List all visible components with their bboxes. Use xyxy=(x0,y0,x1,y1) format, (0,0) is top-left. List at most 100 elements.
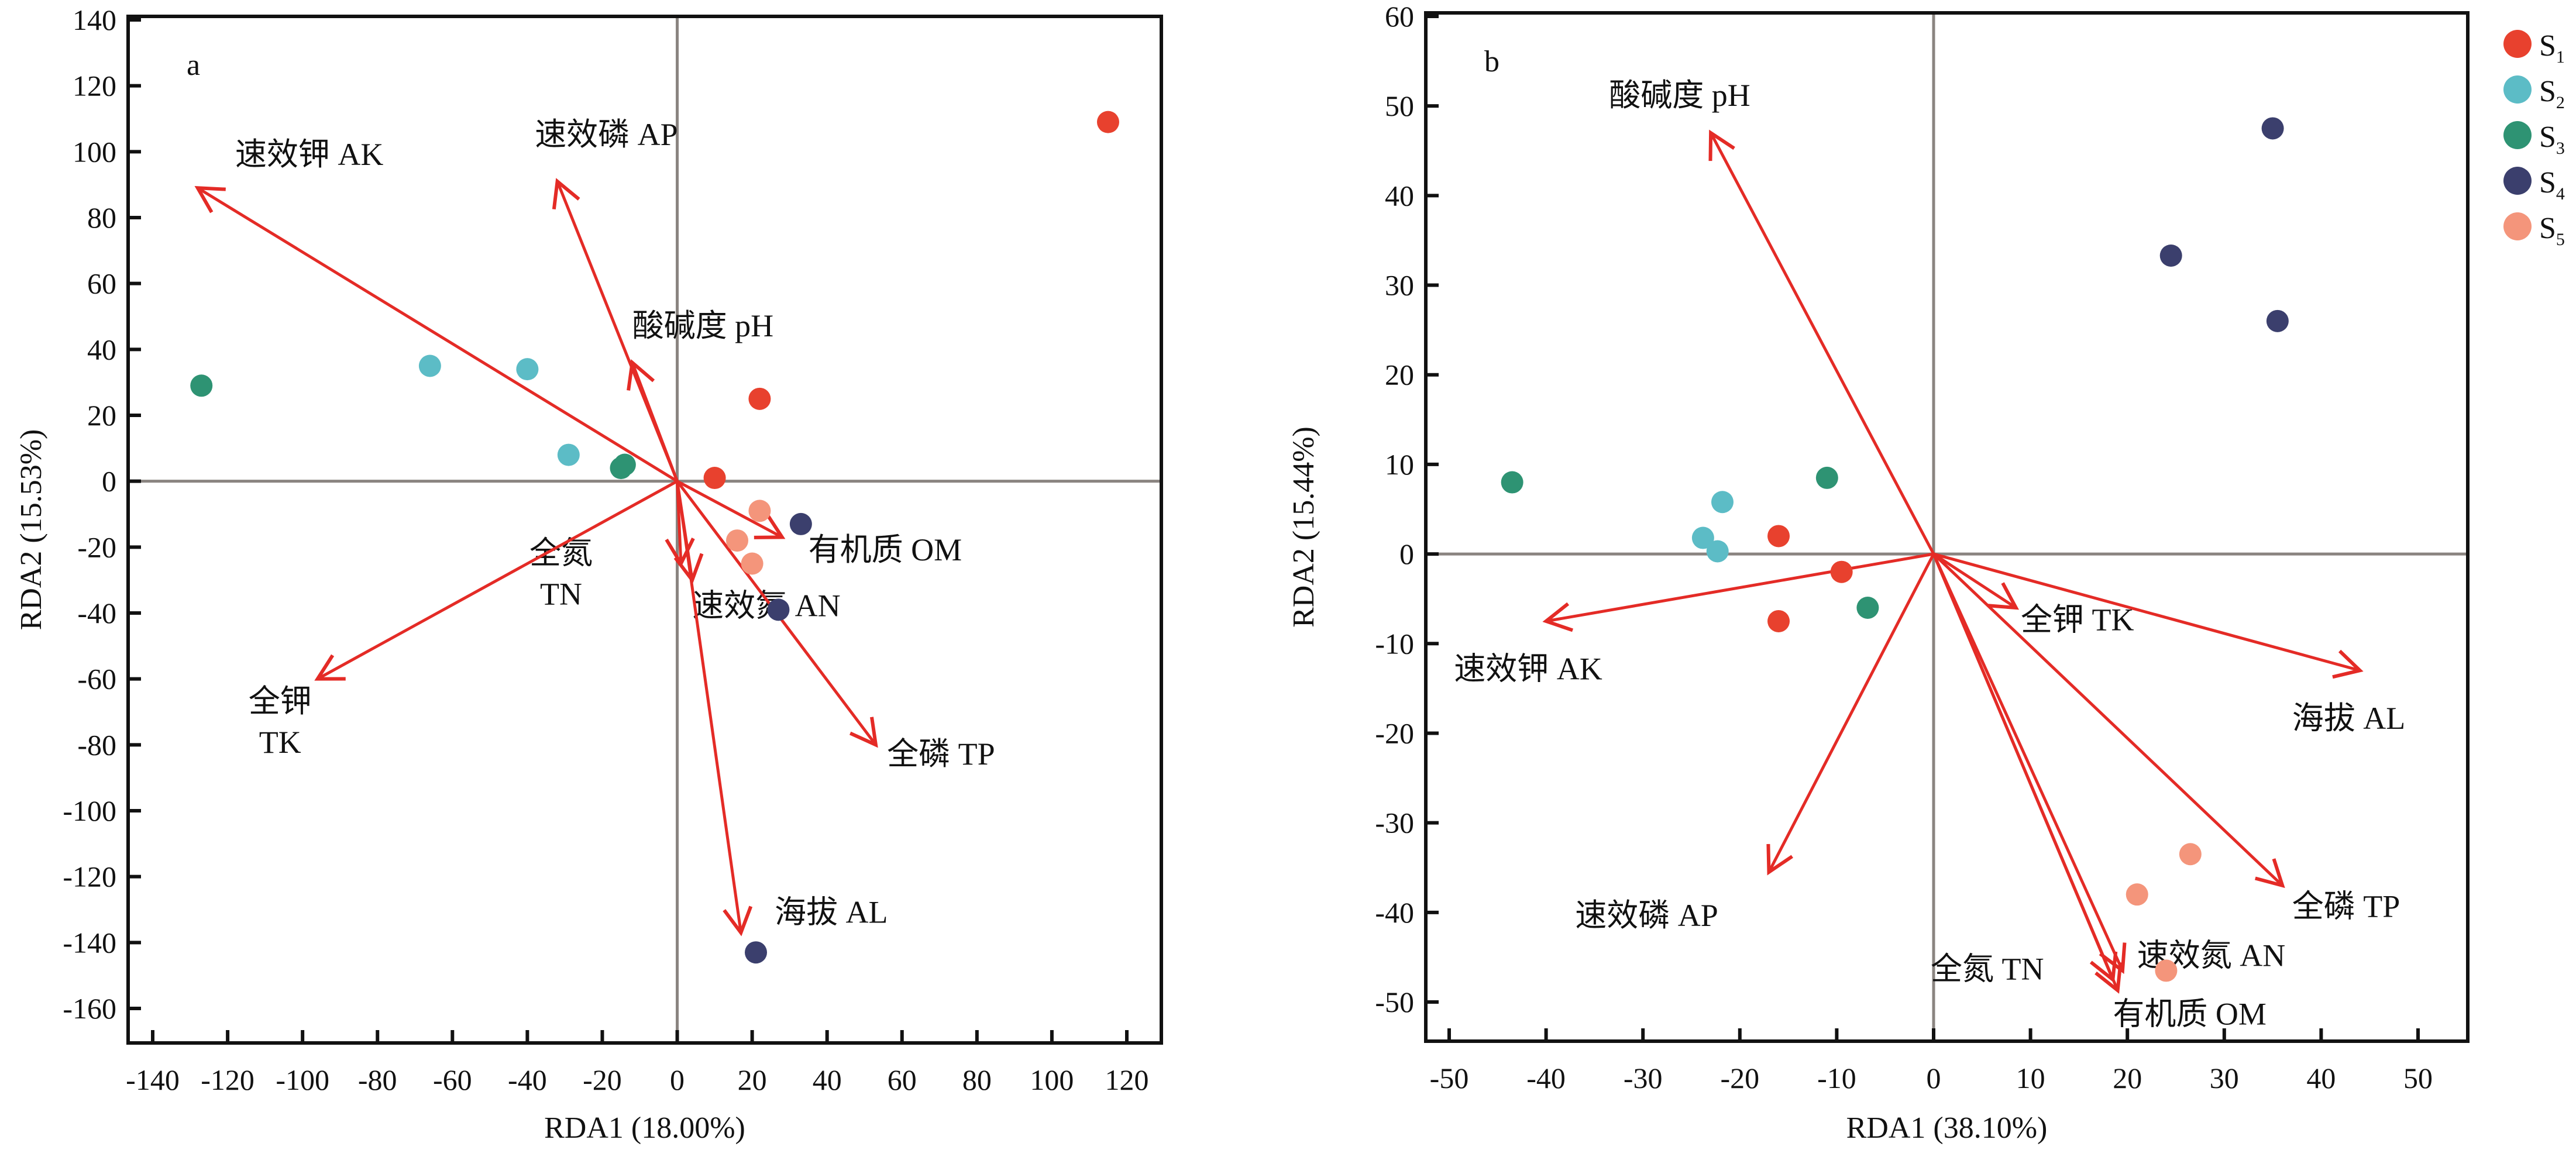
vector-arrowhead xyxy=(723,905,753,936)
sample-point-s3 xyxy=(1856,597,1879,619)
vector-arrow xyxy=(1546,552,1934,623)
y-tick-label: 40 xyxy=(87,333,116,366)
legend-label-subscript: 4 xyxy=(2556,184,2565,204)
y-tick-label: 40 xyxy=(1385,179,1414,212)
sample-point-s5 xyxy=(741,552,763,575)
vector-arrow xyxy=(1932,553,2119,991)
x-tick-label: 0 xyxy=(670,1063,685,1096)
vector-label: TK xyxy=(259,725,301,760)
vector-arrowhead xyxy=(2094,962,2123,994)
legend-label-text: S xyxy=(2539,166,2556,199)
y-tick-label: 60 xyxy=(1385,0,1414,33)
vector-label: 有机质 OM xyxy=(809,532,962,567)
x-tick-label: 40 xyxy=(2306,1062,2336,1094)
vector-arrowhead xyxy=(2332,649,2364,679)
y-tick-label: -100 xyxy=(63,794,116,827)
vector-arrowhead xyxy=(552,178,580,210)
legend-label-subscript: 5 xyxy=(2556,230,2565,249)
y-tick-label: -50 xyxy=(1375,986,1414,1018)
sample-point-s4 xyxy=(767,598,790,621)
x-tick-label: 20 xyxy=(738,1063,767,1096)
vector-arrowhead xyxy=(1766,843,1793,876)
x-tick-label: 120 xyxy=(1105,1063,1149,1096)
x-tick-label: 50 xyxy=(2403,1062,2433,1094)
legend-label: S3 xyxy=(2539,120,2565,158)
legend-marker-s2 xyxy=(2503,75,2532,104)
y-tick-label: -40 xyxy=(1375,896,1414,929)
vector-label: 有机质 OM xyxy=(2113,996,2267,1031)
vector-label: 全钾 xyxy=(249,684,312,719)
sample-point-s1 xyxy=(1767,525,1790,548)
x-tick-label: 20 xyxy=(2113,1062,2142,1094)
y-tick-label: -40 xyxy=(77,597,116,629)
sample-point-s4 xyxy=(745,941,768,964)
vector-label: TN xyxy=(540,577,582,612)
x-axis-title: RDA1 (18.00%) xyxy=(544,1111,745,1145)
x-tick-label: -80 xyxy=(358,1063,397,1096)
x-tick-label: 10 xyxy=(2016,1062,2045,1094)
x-tick-label: -50 xyxy=(1430,1062,1469,1094)
x-tick-label: -40 xyxy=(508,1063,547,1096)
vector-label: 全磷 TP xyxy=(2292,889,2400,924)
sample-point-s1 xyxy=(1830,560,1853,583)
vector-arrowhead xyxy=(2099,942,2127,975)
sample-point-s5 xyxy=(2126,883,2148,906)
legend-label: S1 xyxy=(2539,29,2565,67)
legend-label-text: S xyxy=(2539,120,2556,154)
x-tick-label: 40 xyxy=(813,1063,842,1096)
panel-label: b xyxy=(1484,45,1499,78)
vector-label: 海拔 AL xyxy=(2292,701,2405,736)
panel-label: a xyxy=(187,49,200,82)
x-tick-label: -120 xyxy=(201,1063,254,1096)
vector-arrowhead xyxy=(849,717,878,748)
y-tick-label: 100 xyxy=(73,135,116,168)
sample-point-s1 xyxy=(1096,111,1119,133)
sample-point-s2 xyxy=(1706,540,1729,563)
vector-label: 速效钾 AK xyxy=(1454,652,1602,687)
vector-arrow xyxy=(676,481,742,933)
y-tick-label: -20 xyxy=(1375,717,1414,749)
sample-point-s3 xyxy=(1501,471,1523,494)
y-tick-label: -60 xyxy=(77,663,116,695)
x-tick-label: -40 xyxy=(1526,1062,1566,1094)
vector-arrowhead xyxy=(2254,858,2285,889)
sample-point-s2 xyxy=(418,354,441,377)
x-tick-label: 0 xyxy=(1927,1062,1941,1094)
sample-point-s5 xyxy=(2155,959,2178,982)
sample-point-s1 xyxy=(1767,610,1790,632)
legend-label-subscript: 3 xyxy=(2556,139,2565,158)
sample-point-s5 xyxy=(2179,843,2202,866)
vector-label: 全磷 TP xyxy=(887,736,995,772)
sample-point-s2 xyxy=(1691,526,1714,549)
legend-marker-s3 xyxy=(2503,121,2532,149)
sample-point-s5 xyxy=(726,529,748,552)
legend-label-text: S xyxy=(2539,75,2556,108)
vector-arrowhead xyxy=(1542,602,1574,632)
legend-label: S5 xyxy=(2539,212,2565,249)
vector-arrow xyxy=(631,361,679,482)
vector-label: 全钾 TK xyxy=(2021,602,2134,637)
legend-marker-s5 xyxy=(2503,212,2532,240)
sample-point-s3 xyxy=(1815,466,1838,489)
vector-label: 酸碱度 pH xyxy=(632,308,774,343)
y-tick-label: 80 xyxy=(87,201,116,234)
panel-a-chart: -140 -120 -100 -80 -60 -40 -20 0 20 40 60 80 100 120 1… xyxy=(15,4,1163,1145)
x-tick-label: -140 xyxy=(126,1063,180,1096)
sample-point-s2 xyxy=(557,443,580,466)
y-tick-label: -20 xyxy=(77,531,116,563)
vector-arrowhead xyxy=(194,186,226,214)
sample-point-s4 xyxy=(2266,309,2289,332)
x-tick-label: -100 xyxy=(276,1063,329,1096)
vector-arrow xyxy=(197,187,678,483)
sample-point-s5 xyxy=(748,500,771,522)
y-tick-label: 10 xyxy=(1385,448,1414,481)
y-axis-title: RDA2 (15.44%) xyxy=(1287,426,1320,628)
legend-label-text: S xyxy=(2539,212,2556,245)
sample-point-s4 xyxy=(789,512,812,535)
y-tick-label: -10 xyxy=(1375,627,1414,660)
plot-frame xyxy=(1424,11,2470,1043)
x-tick-label: 60 xyxy=(888,1063,917,1096)
vector-arrow xyxy=(676,480,783,539)
vector-label: 全氮 TN xyxy=(1931,952,2044,987)
